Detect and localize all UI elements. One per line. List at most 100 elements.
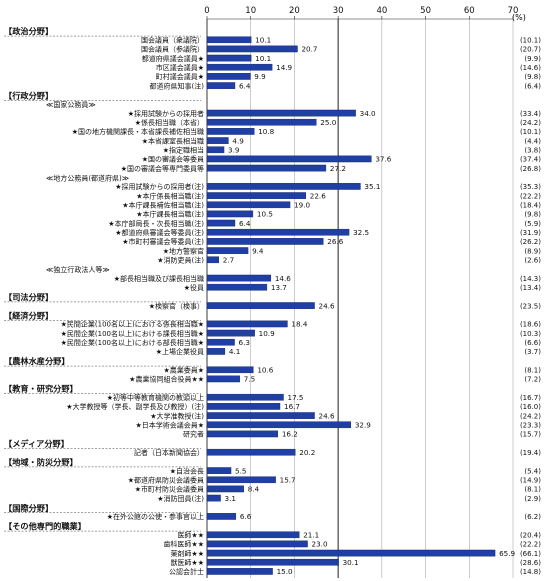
bar [206,393,284,401]
bar-category-label: ★検察官（検事） [149,301,204,310]
bar [206,467,232,474]
bar-category-label: ★本庁係長相当職(注) [136,191,204,200]
bar [206,146,225,154]
bar [206,348,226,355]
bar-value-label: 6.6 [240,512,252,521]
bar-category-label: 医師★★ [177,531,204,540]
section-label: 【行政分野】 [4,90,53,100]
bar-value-label: 4.9 [232,136,244,145]
bar [206,238,324,245]
bar-value-label: 34.0 [360,109,376,118]
bar [206,118,317,126]
previous-value-label: (22.2) [520,192,541,200]
previous-value-label: (18.4) [520,202,541,210]
previous-value-label: (26.8) [520,165,541,173]
section-label: 【その他専門的職業】 [4,521,86,531]
section-label: 【国際分野】 [4,503,53,513]
bar [206,137,229,144]
bar [206,366,254,374]
bar-category-label: 市区議会議員★ [156,63,204,72]
bar-category-label: 獣医師★★ [170,558,204,567]
section-label: 【経済分野】 [4,310,53,320]
bar [206,228,350,236]
bar-category-label: ★本庁部局長・次長相当職(注) [108,219,204,228]
bar [206,256,220,264]
bar [206,421,352,429]
section-label: 【農林水産分野】 [4,356,70,366]
previous-value-label: (15.7) [520,431,541,439]
previous-value-label: (28.6) [520,559,541,567]
bar-category-label: 薬剤師★★ [170,549,204,558]
bar-category-label: ★本庁課長補佐相当職(注) [122,201,204,210]
bar-value-label: 35.1 [364,182,380,191]
bar [206,568,273,575]
group-label: ≪地方公務員(都道府県)≫ [46,173,129,182]
previous-value-label: (10.1) [520,128,541,136]
bar-category-label: ★指定職相当 [163,146,204,155]
bar-value-label: 14.6 [275,274,291,283]
bar-category-label: ★本庁課長相当職(注) [136,210,204,219]
previous-value-label: (31.9) [520,229,541,237]
bar [206,338,235,346]
x-tick-labels: 0 10 20 30 40 50 60 70 [204,6,518,19]
x-tick-label: 20 [289,6,300,16]
bar-value-label: 65.9 [499,549,515,558]
previous-value-label: (8.1) [524,486,541,494]
previous-value-label: (19.4) [520,449,541,457]
bar-category-label: ★民間企業(100名以上)における係長相当職★ [61,320,204,329]
bar-value-label: 20.7 [301,45,317,54]
previous-value-label: (23.5) [520,302,541,310]
bar-value-label: 6.4 [239,81,251,90]
bar-category-label: ★都道府県審議会等委員(注) [115,228,204,237]
x-tick-label: 30 [333,6,344,16]
bar [206,513,237,520]
bar-value-label: 21.1 [303,531,319,540]
bar-value-label: 10.1 [255,54,271,63]
previous-value-label: (18.6) [520,321,541,329]
bar-category-label: ★大学准教授(注) [150,411,204,420]
bar [206,549,496,557]
bar [206,164,327,172]
bar-category-label: ★国の地方機関課長・本省課長補佐相当職 [72,127,204,136]
bar [206,320,288,328]
bar [206,192,306,199]
bar [206,128,255,135]
bar-value-label: 7.5 [244,375,255,384]
bar-value-label: 10.5 [257,210,273,219]
bar-value-label: 6.4 [239,219,251,228]
bar-value-label: 17.5 [288,393,304,402]
previous-value-label: (33.4) [520,110,541,118]
bar [206,82,236,89]
bar-value-label: 5.5 [235,466,246,475]
bar [206,201,291,209]
bar-value-label: 32.5 [353,228,369,237]
previous-value-label: (24.2) [520,119,541,127]
bar-category-label: ★国の審議会等専門委員等 [121,164,204,173]
bar-value-label: 16.2 [282,430,298,439]
bar-category-label: ★農業協同組合役員★★ [129,375,204,384]
bar-category-label: 国会議員（衆議院） [141,36,204,45]
bar [206,155,372,163]
bar-category-label: 歯科医師★★ [163,540,204,549]
bar-value-label: 14.9 [276,63,292,72]
section-label: 【地域・防災分野】 [4,457,78,467]
bar-category-label: ★部長相当職及び課長相当職 [114,274,204,283]
bar [206,412,315,419]
bar-value-label: 37.6 [375,155,391,164]
previous-value-label: (20.4) [520,532,541,540]
previous-value-label: (16.7) [520,394,541,402]
x-tick-label: 50 [420,6,431,16]
bar [206,183,361,190]
bar [206,219,236,227]
bar [206,485,244,493]
bar-category-label: 国会議員（参議院） [141,45,204,54]
previous-value-label: (5.9) [524,220,541,228]
bar [206,403,281,410]
previous-value-label: (35.3) [520,183,541,191]
previous-value-label: (6.2) [524,513,541,521]
bar-value-label: 4.1 [229,347,240,356]
previous-value-label: (4.4) [524,137,541,145]
previous-value-label: (13.4) [520,284,541,292]
